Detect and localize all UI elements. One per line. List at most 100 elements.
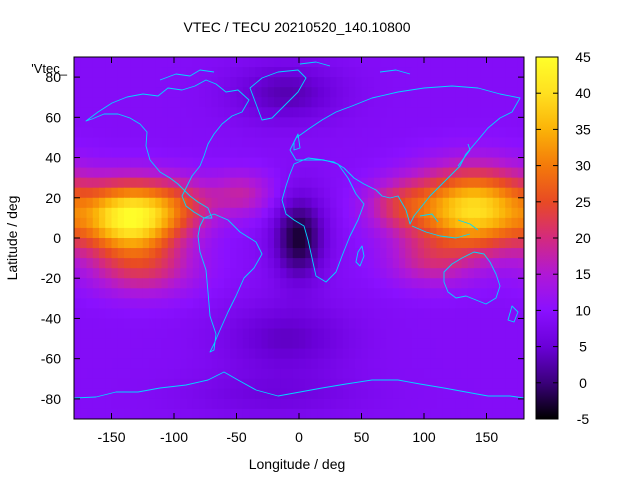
- heatmap-cell: [224, 107, 231, 118]
- heatmap-cell: [111, 268, 119, 279]
- heatmap-cell: [424, 227, 431, 239]
- heatmap-cell: [386, 288, 394, 299]
- heatmap-cell: [442, 278, 450, 289]
- heatmap-cell: [405, 117, 413, 128]
- heatmap-cell: [349, 207, 356, 219]
- heatmap-cell: [224, 77, 231, 88]
- heatmap-cell: [180, 388, 188, 400]
- heatmap-cell: [336, 348, 344, 360]
- heatmap-cell: [330, 137, 338, 149]
- heatmap-cell: [280, 398, 288, 410]
- heatmap-cell: [174, 197, 181, 209]
- heatmap-cell: [299, 298, 306, 309]
- heatmap-cell: [330, 227, 338, 239]
- heatmap-cell: [224, 338, 231, 350]
- heatmap-cell: [149, 107, 156, 118]
- heatmap-cell: [99, 227, 106, 239]
- heatmap-cell: [374, 77, 381, 88]
- heatmap-cell: [149, 258, 156, 269]
- heatmap-cell: [361, 197, 369, 209]
- heatmap-cell: [167, 258, 175, 269]
- heatmap-cell: [142, 288, 150, 299]
- heatmap-cell: [155, 97, 163, 108]
- heatmap-cell: [217, 77, 225, 88]
- heatmap-cell: [149, 358, 156, 370]
- heatmap-cell: [236, 227, 244, 239]
- heatmap-cell: [480, 97, 488, 108]
- heatmap-cell: [205, 217, 213, 229]
- heatmap-cell: [217, 57, 225, 68]
- colorbar-tick-label: 40: [575, 85, 591, 101]
- heatmap-cell: [317, 238, 325, 249]
- heatmap-cell: [155, 298, 163, 309]
- heatmap-cell: [417, 338, 425, 350]
- heatmap-cell: [380, 67, 388, 78]
- heatmap-cell: [92, 177, 100, 189]
- heatmap-cell: [167, 328, 175, 340]
- heatmap-cell: [199, 298, 206, 309]
- heatmap-cell: [130, 187, 138, 199]
- heatmap-cell: [292, 248, 300, 259]
- heatmap-cell: [242, 258, 250, 269]
- heatmap-cell: [286, 258, 294, 269]
- heatmap-cell: [492, 207, 500, 219]
- heatmap-cell: [80, 388, 88, 400]
- heatmap-cell: [399, 97, 406, 108]
- heatmap-cell: [430, 127, 438, 139]
- heatmap-cell: [186, 87, 194, 98]
- heatmap-cell: [267, 157, 275, 169]
- heatmap-cell: [280, 67, 288, 78]
- heatmap-cell: [192, 328, 200, 340]
- heatmap-cell: [480, 348, 488, 360]
- heatmap-cell: [405, 107, 413, 118]
- heatmap-cell: [342, 258, 350, 269]
- heatmap-cell: [330, 67, 338, 78]
- heatmap-cell: [267, 147, 275, 159]
- heatmap-cell: [424, 338, 431, 350]
- heatmap-cell: [311, 147, 319, 159]
- heatmap-cell: [286, 117, 294, 128]
- heatmap-cell: [280, 117, 288, 128]
- heatmap-cell: [311, 217, 319, 229]
- heatmap-cell: [130, 67, 138, 78]
- heatmap-cell: [80, 97, 88, 108]
- heatmap-cell: [336, 288, 344, 299]
- heatmap-cell: [392, 207, 400, 219]
- heatmap-cell: [380, 368, 388, 380]
- heatmap-cell: [367, 368, 375, 380]
- heatmap-cell: [361, 217, 369, 229]
- heatmap-cell: [499, 147, 506, 159]
- heatmap-cell: [442, 308, 450, 320]
- heatmap-cell: [292, 308, 300, 320]
- heatmap-cell: [92, 207, 100, 219]
- heatmap-cell: [74, 167, 81, 179]
- heatmap-cell: [392, 167, 400, 179]
- heatmap-cell: [74, 57, 81, 68]
- heatmap-cell: [474, 187, 481, 199]
- heatmap-cell: [105, 157, 113, 169]
- heatmap-cell: [199, 328, 206, 340]
- heatmap-cell: [217, 87, 225, 98]
- heatmap-cell: [236, 117, 244, 128]
- heatmap-cell: [136, 358, 144, 370]
- heatmap-cell: [230, 358, 238, 370]
- heatmap-cell: [111, 127, 119, 139]
- heatmap-cell: [174, 288, 181, 299]
- heatmap-cell: [505, 368, 513, 380]
- heatmap-cell: [449, 398, 456, 410]
- heatmap-cell: [430, 57, 438, 68]
- heatmap-cell: [261, 328, 269, 340]
- heatmap-cell: [349, 238, 356, 249]
- heatmap-cell: [230, 177, 238, 189]
- heatmap-cell: [149, 398, 156, 410]
- heatmap-cell: [205, 288, 213, 299]
- heatmap-cell: [261, 57, 269, 68]
- heatmap-cell: [99, 398, 106, 410]
- heatmap-cell: [511, 127, 519, 139]
- heatmap-cell: [417, 258, 425, 269]
- heatmap-cell: [217, 368, 225, 380]
- heatmap-cell: [99, 358, 106, 370]
- heatmap-cell: [286, 107, 294, 118]
- heatmap-cell: [280, 268, 288, 279]
- heatmap-cell: [324, 207, 331, 219]
